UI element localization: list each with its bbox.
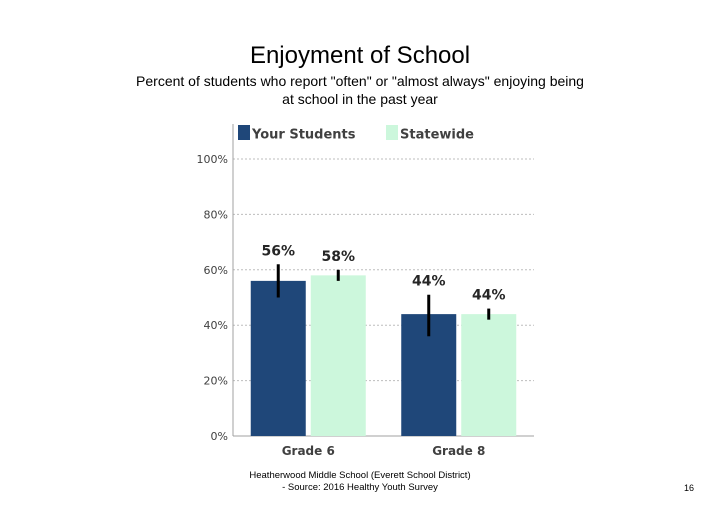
footer-source: - Source: 2016 Healthy Youth Survey (282, 482, 438, 493)
chart-subtitle: Percent of students who report "often" o… (136, 73, 584, 107)
y-tick-label: 20% (204, 375, 228, 388)
chart-title: Enjoyment of School (249, 42, 471, 69)
legend-swatch (238, 125, 250, 140)
y-tick-label: 40% (204, 319, 228, 332)
bar (461, 314, 517, 436)
chart-footer: Heatherwood Middle School (Everett Schoo… (200, 470, 520, 494)
legend-swatch (386, 125, 398, 140)
footer-school: Heatherwood Middle School (Everett Schoo… (249, 470, 471, 481)
x-tick-label: Grade 8 (432, 444, 485, 458)
y-tick-label: 100% (197, 153, 228, 166)
legend-label: Your Students (251, 128, 356, 143)
bar (310, 275, 366, 436)
y-tick-label: 60% (204, 264, 228, 277)
data-label: 44% (472, 288, 506, 304)
data-label: 58% (321, 249, 355, 265)
y-tick-label: 80% (204, 208, 228, 221)
data-label: 44% (412, 274, 446, 290)
page-number: 16 (684, 483, 695, 493)
bar (250, 280, 306, 436)
legend-label: Statewide (400, 128, 474, 143)
data-label: 56% (261, 243, 295, 259)
y-tick-label: 0% (211, 430, 228, 443)
x-tick-label: Grade 6 (282, 444, 335, 458)
